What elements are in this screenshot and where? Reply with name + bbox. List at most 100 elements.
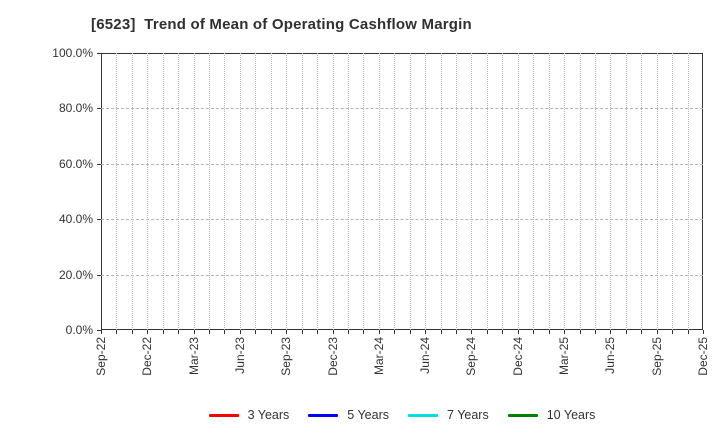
y-tick-mark — [97, 219, 101, 221]
legend: 3 Years 5 Years 7 Years 10 Years — [101, 405, 703, 425]
x-tick-mark — [579, 330, 581, 334]
v-gridline — [610, 53, 612, 330]
legend-line-7-years — [408, 413, 439, 417]
v-gridline — [378, 53, 380, 330]
legend-item-5-years: 5 Years — [308, 408, 389, 422]
legend-line-10-years — [507, 413, 538, 417]
y-tick-label: 60.0% — [58, 156, 93, 171]
x-tick-mark — [116, 330, 118, 334]
v-gridline — [409, 53, 411, 330]
y-tick-label: 100.0% — [52, 46, 93, 60]
y-tick-mark — [97, 53, 101, 54]
x-tick-mark — [239, 330, 241, 334]
x-tick-mark — [594, 330, 596, 334]
x-tick-mark — [347, 330, 349, 334]
y-tick-mark — [97, 330, 101, 331]
x-tick-mark — [301, 330, 303, 334]
v-gridline — [224, 53, 226, 330]
y-tick-label: 40.0% — [58, 212, 93, 227]
x-tick-mark — [533, 330, 535, 334]
legend-label-7-years: 7 Years — [447, 408, 489, 422]
x-tick-label: Sep-22 — [94, 337, 108, 376]
x-tick-mark — [425, 330, 427, 334]
v-gridline — [270, 53, 272, 330]
v-gridline — [502, 53, 504, 330]
x-tick-label: Sep-23 — [279, 337, 294, 376]
v-gridline — [641, 53, 643, 330]
x-tick-mark — [456, 330, 458, 334]
v-gridline — [363, 53, 365, 330]
x-tick-mark — [517, 330, 519, 334]
x-tick-mark — [672, 330, 674, 334]
x-tick-mark — [332, 330, 334, 334]
x-tick-label: Sep-25 — [649, 337, 664, 376]
x-tick-mark — [101, 330, 102, 334]
v-gridline — [255, 53, 257, 330]
v-gridline — [116, 53, 118, 330]
v-gridline — [147, 53, 149, 330]
legend-item-7-years: 7 Years — [408, 408, 489, 422]
x-tick-mark — [440, 330, 442, 334]
v-gridline — [594, 53, 596, 330]
v-gridline — [456, 53, 458, 330]
v-gridline — [672, 53, 674, 330]
v-gridline — [486, 53, 488, 330]
h-gridline — [101, 274, 703, 276]
v-gridline — [286, 53, 288, 330]
x-tick-mark — [502, 330, 504, 334]
y-tick-label: 0.0% — [65, 323, 93, 337]
x-tick-mark — [378, 330, 380, 334]
v-gridline — [209, 53, 211, 330]
legend-label-10-years: 10 Years — [546, 408, 596, 422]
x-tick-mark — [687, 330, 689, 334]
x-tick-label: Dec-24 — [510, 337, 525, 376]
y-tick-mark — [97, 274, 101, 276]
x-tick-label: Mar-24 — [371, 337, 386, 376]
v-gridline — [579, 53, 581, 330]
x-tick-mark — [286, 330, 288, 334]
v-gridline — [347, 53, 349, 330]
x-tick-mark — [209, 330, 211, 334]
v-gridline — [317, 53, 319, 330]
legend-item-10-years: 10 Years — [507, 408, 596, 422]
x-tick-label: Dec-22 — [140, 337, 155, 376]
x-tick-mark — [162, 330, 164, 334]
v-gridline — [656, 53, 658, 330]
v-gridline — [301, 53, 303, 330]
x-tick-label: Mar-25 — [557, 337, 572, 376]
x-tick-mark — [255, 330, 257, 334]
v-gridline — [162, 53, 164, 330]
legend-label-3-years: 3 Years — [247, 408, 290, 422]
x-tick-label: Dec-25 — [696, 337, 710, 376]
x-tick-mark — [317, 330, 319, 334]
x-tick-mark — [625, 330, 627, 334]
x-tick-mark — [178, 330, 180, 334]
v-gridline — [564, 53, 566, 330]
x-tick-mark — [548, 330, 550, 334]
x-tick-mark — [363, 330, 365, 334]
legend-line-5-years — [308, 413, 339, 417]
y-tick-label: 80.0% — [58, 101, 93, 116]
x-tick-mark — [270, 330, 272, 334]
v-gridline — [440, 53, 442, 330]
plot-border — [101, 53, 703, 330]
chart-title: [6523] Trend of Mean of Operating Cashfl… — [91, 16, 472, 33]
legend-line-3-years — [208, 413, 239, 417]
x-tick-mark — [564, 330, 566, 334]
v-gridline — [687, 53, 689, 330]
x-tick-mark — [610, 330, 612, 334]
v-gridline — [193, 53, 195, 330]
x-tick-label: Sep-24 — [464, 337, 479, 376]
x-tick-mark — [224, 330, 226, 334]
v-gridline — [332, 53, 334, 330]
h-gridline — [101, 108, 703, 110]
v-gridline — [548, 53, 550, 330]
x-tick-mark — [409, 330, 411, 334]
v-gridline — [131, 53, 133, 330]
h-gridline — [101, 219, 703, 221]
x-tick-mark — [703, 330, 704, 334]
y-tick-mark — [97, 163, 101, 165]
v-gridline — [178, 53, 180, 330]
x-tick-label: Dec-23 — [325, 337, 340, 376]
